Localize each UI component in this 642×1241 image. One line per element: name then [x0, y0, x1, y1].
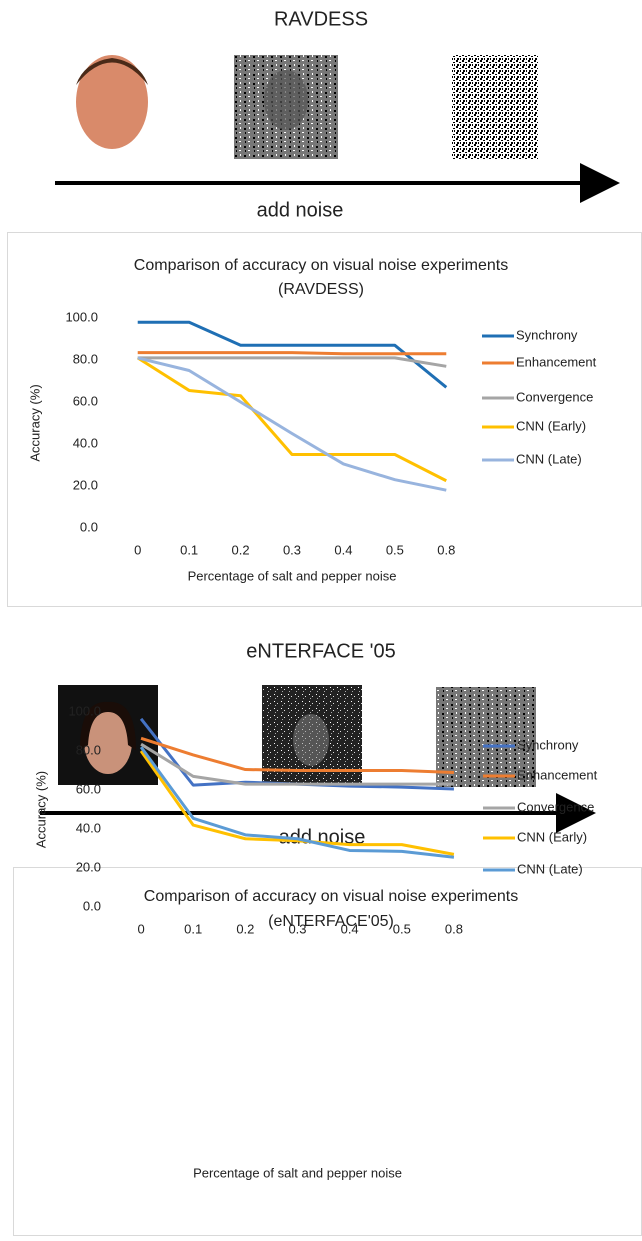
- y-tick-label: 100.0: [68, 703, 101, 718]
- series-line: [138, 353, 447, 354]
- x-tick-label: 0: [134, 542, 141, 557]
- y-axis-label: Accuracy (%): [33, 771, 48, 848]
- figure: RAVDESS add noise eNTERFACE '05 add nois…: [0, 0, 642, 1236]
- y-tick-label: 0.0: [80, 519, 98, 534]
- x-tick-label: 0.1: [180, 542, 198, 557]
- x-tick-label: 0.5: [386, 542, 404, 557]
- x-tick-label: 0.3: [283, 542, 301, 557]
- chart-title: Comparison of accuracy on visual noise e…: [144, 888, 518, 905]
- panel-heading: eNTERFACE '05: [246, 640, 395, 662]
- y-tick-label: 100.0: [65, 309, 98, 324]
- y-tick-label: 80.0: [76, 742, 101, 757]
- x-axis-label: Percentage of salt and pepper noise: [188, 568, 397, 583]
- chart-subtitle: (eNTERFACE'05): [268, 913, 394, 930]
- y-tick-label: 20.0: [76, 859, 101, 874]
- legend-label: CNN (Late): [516, 451, 582, 466]
- x-tick-label: 0: [137, 921, 144, 936]
- legend-label: CNN (Late): [517, 861, 583, 876]
- x-tick-label: 0.2: [232, 542, 250, 557]
- x-tick-label: 0.4: [334, 542, 352, 557]
- x-tick-label: 0.2: [236, 921, 254, 936]
- x-tick-label: 0.4: [341, 921, 359, 936]
- legend-label: Enhancement: [517, 767, 598, 782]
- face-images: [68, 55, 538, 159]
- x-tick-label: 0.3: [288, 921, 306, 936]
- y-tick-label: 40.0: [73, 435, 98, 450]
- arrow-label: add noise: [257, 199, 344, 221]
- x-tick-label: 0.5: [393, 921, 411, 936]
- legend-label: CNN (Early): [517, 829, 587, 844]
- legend-label: CNN (Early): [516, 418, 586, 433]
- chart-subtitle: (RAVDESS): [278, 281, 364, 298]
- legend-label: Synchrony: [516, 327, 578, 342]
- y-tick-label: 40.0: [76, 820, 101, 835]
- legend-label: Convergence: [516, 389, 593, 404]
- legend-label: Synchrony: [517, 737, 579, 752]
- y-tick-label: 80.0: [73, 351, 98, 366]
- legend-label: Convergence: [517, 799, 594, 814]
- x-tick-label: 0.8: [437, 542, 455, 557]
- x-tick-label: 0.8: [445, 921, 463, 936]
- y-tick-label: 0.0: [83, 898, 101, 913]
- panel-heading: RAVDESS: [274, 8, 368, 30]
- x-tick-label: 0.1: [184, 921, 202, 936]
- y-tick-label: 60.0: [73, 393, 98, 408]
- legend-label: Enhancement: [516, 354, 597, 369]
- chart-title: Comparison of accuracy on visual noise e…: [134, 257, 508, 274]
- y-tick-label: 20.0: [73, 477, 98, 492]
- y-axis-label: Accuracy (%): [27, 384, 42, 461]
- y-tick-label: 60.0: [76, 781, 101, 796]
- x-axis-label: Percentage of salt and pepper noise: [193, 1165, 402, 1180]
